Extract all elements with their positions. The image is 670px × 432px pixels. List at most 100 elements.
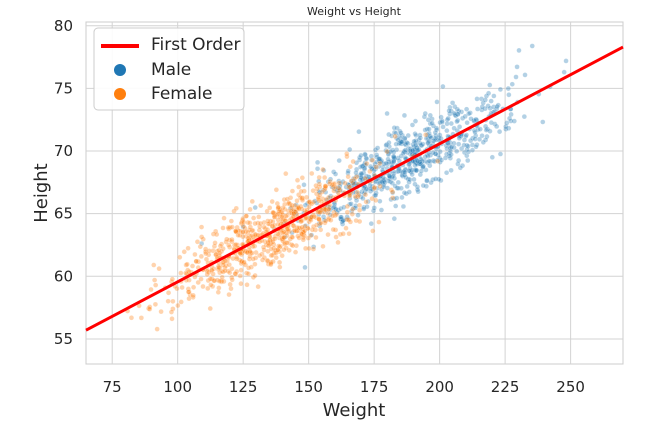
male-data-point bbox=[402, 169, 408, 176]
female-data-point bbox=[279, 253, 285, 259]
male-data-point bbox=[386, 140, 392, 146]
female-data-point bbox=[233, 242, 239, 248]
female-data-point bbox=[291, 210, 297, 217]
female-data-point bbox=[342, 180, 348, 186]
male-data-point bbox=[505, 86, 511, 92]
x-tick-label: 175 bbox=[360, 378, 389, 396]
male-data-point bbox=[472, 136, 478, 142]
male-data-point bbox=[252, 204, 258, 211]
male-data-point bbox=[466, 111, 472, 117]
male-data-point bbox=[514, 64, 520, 70]
male-data-point bbox=[407, 148, 413, 154]
female-data-point bbox=[377, 183, 383, 190]
male-data-point bbox=[448, 167, 454, 173]
female-data-point bbox=[292, 209, 298, 215]
male-data-point bbox=[388, 149, 394, 155]
male-data-point bbox=[345, 170, 351, 176]
female-data-point bbox=[350, 206, 356, 212]
female-data-point bbox=[258, 203, 264, 209]
male-data-point bbox=[360, 163, 366, 169]
female-data-point bbox=[344, 209, 350, 215]
male-data-point bbox=[440, 83, 446, 90]
male-data-point bbox=[463, 132, 469, 138]
female-data-point bbox=[318, 199, 324, 205]
female-data-point bbox=[294, 225, 300, 231]
female-data-point bbox=[147, 306, 153, 312]
male-data-point bbox=[348, 201, 354, 207]
female-data-point bbox=[298, 219, 304, 225]
male-data-point bbox=[417, 159, 423, 165]
male-data-point bbox=[409, 171, 415, 178]
female-data-point bbox=[322, 174, 328, 181]
female-data-point bbox=[251, 215, 257, 221]
female-data-point bbox=[191, 284, 197, 290]
female-data-point bbox=[168, 309, 175, 315]
male-data-point bbox=[387, 174, 393, 180]
male-data-point bbox=[468, 116, 474, 122]
x-tick-label: 75 bbox=[103, 378, 122, 396]
female-data-point bbox=[215, 289, 221, 295]
male-data-point bbox=[371, 208, 377, 214]
male-data-point bbox=[456, 141, 462, 147]
male-data-point bbox=[368, 153, 374, 159]
female-data-point bbox=[246, 256, 253, 262]
female-data-point bbox=[390, 195, 396, 201]
female-data-point bbox=[152, 301, 158, 307]
female-data-point bbox=[206, 252, 212, 258]
female-data-point bbox=[290, 223, 296, 229]
male-data-point bbox=[448, 144, 455, 150]
female-data-point bbox=[208, 282, 214, 288]
female-data-point bbox=[384, 149, 390, 155]
female-data-point bbox=[298, 188, 304, 195]
female-data-point bbox=[249, 198, 255, 204]
female-data-point bbox=[229, 237, 235, 243]
female-data-point bbox=[268, 252, 274, 259]
female-data-point bbox=[181, 249, 187, 255]
male-data-point bbox=[391, 158, 397, 164]
female-data-point bbox=[185, 245, 191, 251]
y-axis-label: Height bbox=[31, 163, 52, 223]
male-data-point bbox=[461, 137, 468, 143]
female-data-point bbox=[268, 246, 274, 252]
male-data-point bbox=[497, 86, 503, 93]
female-data-point bbox=[214, 231, 220, 238]
male-data-point bbox=[420, 164, 426, 170]
female-data-point bbox=[284, 226, 290, 232]
female-data-point bbox=[246, 265, 252, 271]
male-data-point bbox=[379, 179, 385, 185]
male-data-point bbox=[480, 100, 486, 106]
female-data-point bbox=[215, 266, 221, 272]
female-data-point bbox=[253, 249, 259, 256]
female-data-point bbox=[265, 218, 271, 224]
female-data-point bbox=[220, 225, 226, 231]
female-data-point bbox=[277, 264, 283, 270]
legend-marker-male bbox=[114, 64, 126, 76]
male-data-point bbox=[454, 118, 460, 125]
male-data-point bbox=[413, 132, 419, 138]
female-data-point bbox=[347, 164, 353, 170]
male-data-point bbox=[439, 118, 445, 124]
male-data-point bbox=[428, 180, 434, 186]
female-data-point bbox=[245, 219, 251, 226]
male-data-point bbox=[397, 128, 403, 134]
male-data-point bbox=[448, 151, 454, 158]
female-data-point bbox=[289, 234, 296, 240]
female-data-point bbox=[268, 260, 274, 267]
male-data-point bbox=[404, 140, 410, 146]
female-data-point bbox=[209, 283, 216, 289]
male-data-point bbox=[402, 147, 408, 153]
female-data-point bbox=[216, 247, 222, 253]
male-data-point bbox=[380, 175, 386, 181]
female-data-point bbox=[310, 188, 316, 194]
male-data-point bbox=[468, 138, 474, 144]
male-data-point bbox=[506, 125, 512, 131]
male-data-point bbox=[397, 168, 404, 174]
female-data-point bbox=[357, 207, 363, 213]
male-data-point bbox=[414, 167, 420, 174]
female-data-point bbox=[363, 199, 369, 205]
male-data-point bbox=[439, 119, 445, 125]
female-data-point bbox=[194, 239, 201, 245]
male-data-point bbox=[383, 142, 389, 148]
male-data-point bbox=[357, 177, 363, 183]
male-data-point bbox=[401, 112, 408, 119]
